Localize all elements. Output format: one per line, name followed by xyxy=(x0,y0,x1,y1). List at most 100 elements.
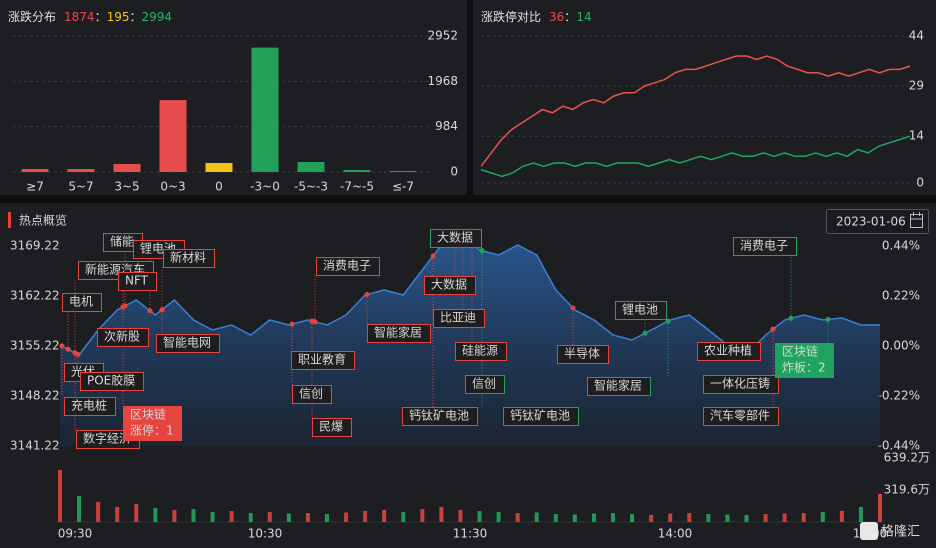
y-tick-label: 3155.22 xyxy=(10,339,60,353)
volume-bar xyxy=(77,495,82,522)
volume-bar xyxy=(344,512,349,522)
volume-bar xyxy=(782,513,787,522)
date: 2023-01-06 xyxy=(836,215,906,229)
y2-tick-label: -0.22% xyxy=(878,389,920,403)
calendar-icon xyxy=(910,212,923,228)
volume-bar xyxy=(153,507,158,522)
annotation-box xyxy=(455,342,507,361)
volume-bar xyxy=(515,512,520,522)
anchor-dot xyxy=(825,316,831,322)
y-tick-label: 29 xyxy=(909,79,924,93)
anchor-dot xyxy=(59,343,65,349)
x-tick-label: ≤-7 xyxy=(392,180,414,194)
bar xyxy=(343,170,371,172)
watermark: 格隆汇 xyxy=(860,522,920,540)
volume-bar xyxy=(324,513,329,522)
annotation: POE胶膜 xyxy=(80,372,144,391)
bar xyxy=(159,100,187,172)
x-tick-label: 5~7 xyxy=(68,180,93,194)
y-tick-label: 14 xyxy=(909,129,924,143)
volume-bar xyxy=(496,511,501,522)
separator: ： xyxy=(95,10,107,24)
y-tick-label: 2952 xyxy=(427,29,458,43)
y-tick-label: 44 xyxy=(909,29,924,43)
annotation-label: 锂电池 xyxy=(622,302,658,317)
annotation-box xyxy=(80,372,144,391)
annotation-detail: 涨停：1 xyxy=(130,423,174,438)
annotation-label: 次新股 xyxy=(104,329,140,344)
up-count: 1874 xyxy=(64,10,95,24)
y-tick-label: 1968 xyxy=(427,74,458,88)
annotation: 信创 xyxy=(292,385,332,404)
y-tick-label: 639.2万 xyxy=(884,451,930,465)
volume-bar xyxy=(744,514,749,522)
volume-bar xyxy=(477,510,482,522)
annotation-label: 数字经济 xyxy=(83,431,131,446)
annotation-detail: 炸板：2 xyxy=(782,361,826,375)
annotation: 硅能源 xyxy=(455,342,507,361)
volume-bar xyxy=(706,513,711,522)
y-tick-label: 984 xyxy=(435,119,458,133)
annotation-label: 新材料 xyxy=(170,250,206,265)
area-fill xyxy=(60,230,880,446)
annotation-label: 民爆 xyxy=(319,420,343,434)
anchor-dot xyxy=(309,318,315,324)
bar xyxy=(205,163,233,172)
limit-down-count: 14 xyxy=(576,10,591,24)
anchor-dot xyxy=(159,307,165,313)
annotation-label: 智能家居 xyxy=(374,325,422,340)
anchor-dot xyxy=(289,321,295,327)
annotation-box xyxy=(430,229,482,248)
y2-tick-label: 0.44% xyxy=(882,239,920,253)
anchor-dot xyxy=(788,315,794,321)
volume-bar xyxy=(363,510,368,522)
annotation: 民爆 xyxy=(312,418,352,437)
panel-title: 涨跌分布 1874：195：2994 xyxy=(8,9,172,24)
charts: 0 984 1968 2952 ≥7 5~7 3~5 0~3 0 -3~0 -5~-3 -7~-5 ≤-… xyxy=(10,29,930,541)
annotation-box xyxy=(123,406,182,441)
volume-bar xyxy=(839,510,844,522)
down-count: 2994 xyxy=(142,10,173,24)
volume-bar xyxy=(172,509,177,522)
volume-bar xyxy=(534,512,539,522)
annotation: 充电桩 xyxy=(64,397,116,416)
volume-bar xyxy=(668,513,673,522)
annotation-box xyxy=(367,324,431,343)
annotation-box xyxy=(97,328,149,347)
bar xyxy=(67,169,95,172)
y-tick-label: 3169.22 xyxy=(10,239,60,253)
volume-bar xyxy=(801,512,806,522)
annotation: 消费电子 xyxy=(316,257,380,276)
bar xyxy=(21,169,49,172)
y2-tick-label: 0.22% xyxy=(882,289,920,303)
anchor-dot xyxy=(72,350,78,356)
panel xyxy=(0,0,467,195)
anchor-dot xyxy=(430,253,436,259)
annotation-label: POE胶膜 xyxy=(87,373,135,388)
volume-bar xyxy=(305,512,310,522)
annotation-box xyxy=(424,276,476,295)
panel-title: 涨跌停对比 36：14 xyxy=(481,9,592,24)
annotation: 大数据 xyxy=(424,276,476,295)
annotation-label: 储能 xyxy=(110,234,134,249)
annotation-label: 农业种植 xyxy=(704,343,752,358)
annotation-box xyxy=(291,351,355,370)
volume-bar xyxy=(229,510,234,522)
volume-bar xyxy=(763,513,768,522)
volume-bar xyxy=(439,506,444,522)
annotation: 锂电池 xyxy=(615,301,667,320)
bar xyxy=(251,47,279,172)
volume-bar xyxy=(58,469,62,522)
separator: ： xyxy=(129,10,141,24)
volume-bar xyxy=(687,512,692,522)
annotation: 智能家居 xyxy=(367,324,431,343)
date-picker[interactable] xyxy=(826,209,929,234)
y-tick-label: 0 xyxy=(450,165,458,179)
y-tick-label: 3141.22 xyxy=(10,439,60,453)
volume-bar xyxy=(420,508,425,522)
volume-bar xyxy=(267,511,272,522)
volume-bar xyxy=(630,513,635,522)
anchor-dot xyxy=(479,248,485,254)
limit-up-count: 36 xyxy=(549,10,564,24)
